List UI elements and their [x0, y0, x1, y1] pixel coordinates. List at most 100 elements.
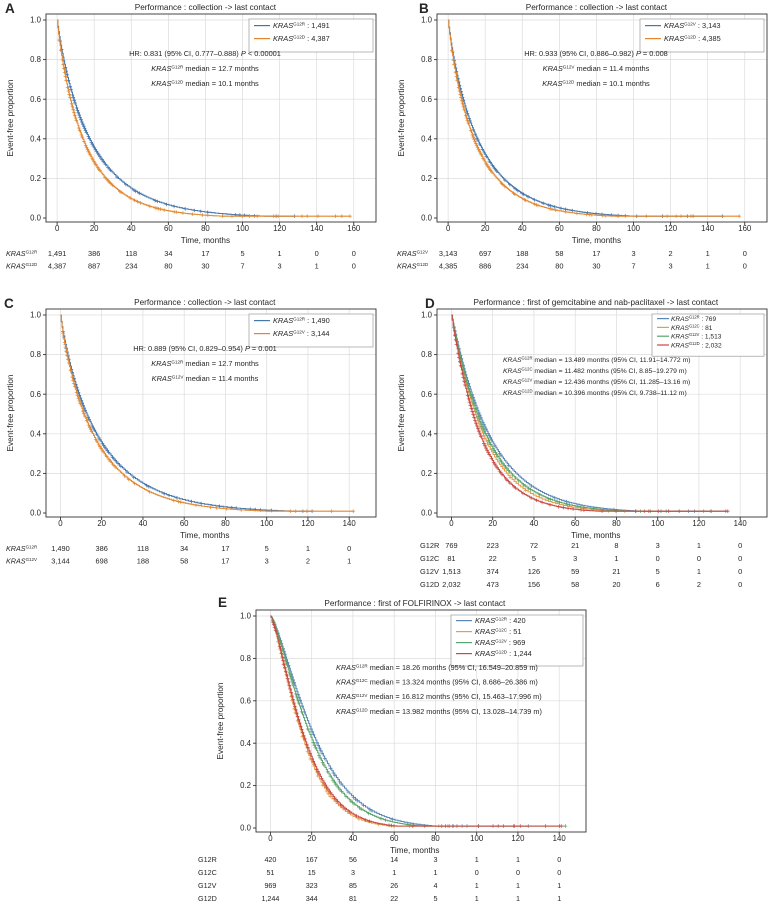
- stats-line: KRASG12D median = 10.396 months (95% CI,…: [503, 389, 687, 397]
- y-tick-label: 0.0: [421, 214, 433, 223]
- censor-marks-kras-g12r: [61, 329, 314, 513]
- risk-count: 188: [516, 249, 528, 258]
- risk-count: 3: [278, 262, 282, 271]
- panel-letter: B: [419, 1, 429, 16]
- risk-count: 17: [221, 557, 229, 566]
- legend-item-label: KRASG12R : 420: [475, 616, 526, 625]
- km-curve-kras-g12v: [448, 19, 723, 217]
- stats-line: HR: 0.831 (95% CI, 0.777–0.888) P < 0.00…: [129, 49, 281, 58]
- risk-count: 698: [96, 557, 108, 566]
- risk-count: 30: [592, 262, 600, 271]
- risk-count: 1: [306, 544, 310, 553]
- risk-count: 17: [201, 249, 209, 258]
- y-tick-label: 0.4: [421, 134, 433, 143]
- risk-count: 3: [631, 249, 635, 258]
- risk-count: 156: [528, 580, 540, 589]
- y-tick-label: 0.2: [240, 781, 251, 790]
- y-tick-label: 1.0: [30, 16, 42, 25]
- panel-e-chart: E Performance : first of FOLFIRINOX -> la…: [198, 595, 587, 903]
- risk-count: 386: [88, 249, 100, 258]
- x-tick-label: 80: [431, 834, 440, 843]
- censor-marks-kras-g12d: [271, 620, 564, 828]
- legend-item-label: KRASG12R : 769: [671, 315, 716, 323]
- risk-count: 85: [349, 881, 357, 890]
- risk-count: 0: [352, 262, 356, 271]
- y-tick-label: 0.8: [240, 654, 251, 663]
- risk-count: 58: [571, 580, 579, 589]
- legend: KRASG12R : 420 KRASG12C : 51 KRASG12V : 96…: [450, 614, 584, 667]
- risk-row-label: G12V: [420, 567, 439, 576]
- legend-item-label: KRASG12D : 4,385: [664, 34, 721, 43]
- risk-count: 1: [516, 894, 520, 903]
- risk-count: 0: [738, 567, 742, 576]
- y-tick-label: 0.6: [421, 390, 432, 399]
- stats-annotations: HR: 0.831 (95% CI, 0.777–0.888) P < 0.00…: [129, 49, 281, 88]
- risk-count: 1: [392, 868, 396, 877]
- risk-count: 51: [266, 868, 274, 877]
- y-tick-label: 0.4: [30, 134, 42, 143]
- risk-count: 7: [631, 262, 635, 271]
- risk-count: 188: [137, 557, 149, 566]
- panel-letter: D: [425, 296, 435, 311]
- y-tick-label: 0.0: [30, 214, 42, 223]
- km-curve-kras-g12r: [270, 615, 529, 827]
- y-axis-label: Event-free proportion: [216, 682, 225, 759]
- x-axis-label: Time, months: [571, 531, 620, 540]
- risk-count: 22: [489, 554, 497, 563]
- x-tick-label: 100: [470, 834, 484, 843]
- axes: [43, 308, 377, 520]
- y-tick-label: 0.6: [30, 95, 41, 104]
- km-curves: [270, 615, 568, 828]
- risk-count: 0: [557, 868, 561, 877]
- risk-count: 58: [555, 249, 563, 258]
- chart-title: Performance : collection -> last contact: [135, 3, 277, 12]
- y-tick-label: 0.0: [30, 509, 42, 518]
- risk-count: 1: [475, 855, 479, 864]
- y-tick-label: 0.8: [421, 350, 432, 359]
- risk-count: 5: [433, 894, 437, 903]
- y-tick-label: 0.6: [240, 696, 251, 705]
- x-tick-label: 80: [592, 224, 601, 233]
- risk-count: 0: [347, 544, 351, 553]
- y-tick-label: 0.6: [30, 390, 41, 399]
- panel-c: C Performance : collection -> last contac…: [0, 295, 391, 594]
- risk-count: 0: [352, 249, 356, 258]
- y-tick-label: 0.8: [30, 350, 41, 359]
- risk-count: 118: [125, 249, 137, 258]
- stats-line: KRASG12V median = 16.812 months (95% CI,…: [336, 692, 542, 701]
- x-axis-label: Time, months: [180, 531, 229, 540]
- panel-d-chart: D Performance : first of gemcitabine and …: [397, 296, 768, 589]
- risk-count: 21: [571, 541, 579, 550]
- x-axis-label: Time, months: [390, 846, 439, 855]
- risk-count: 8: [614, 541, 618, 550]
- risk-count: 886: [479, 262, 491, 271]
- stats-line: KRASG12D median = 10.1 months: [151, 79, 259, 88]
- legend: KRASG12R : 1,491 KRASG12D : 4,387: [248, 18, 374, 53]
- x-tick-label: 60: [555, 224, 564, 233]
- stats-line: KRASG12R median = 18.26 months (95% CI, …: [336, 663, 538, 672]
- figure-row-3: E Performance : first of FOLFIRINOX -> la…: [0, 594, 782, 904]
- risk-count: 0: [743, 262, 747, 271]
- x-tick-label: 0: [55, 224, 60, 233]
- panel-letter: C: [4, 296, 14, 311]
- x-tick-label: 120: [273, 224, 287, 233]
- risk-row-label: KRASG12V: [6, 557, 37, 566]
- risk-count: 0: [656, 554, 660, 563]
- x-tick-label: 80: [221, 519, 230, 528]
- axes: [434, 308, 768, 520]
- km-curves: [448, 19, 741, 218]
- risk-count: 1: [557, 894, 561, 903]
- risk-count: 1,244: [261, 894, 279, 903]
- x-tick-label: 60: [571, 519, 580, 528]
- y-tick-label: 1.0: [240, 612, 252, 621]
- x-tick-label: 20: [97, 519, 106, 528]
- x-tick-label: 140: [553, 834, 567, 843]
- panel-letter: E: [218, 595, 227, 610]
- x-tick-label: 20: [488, 519, 497, 528]
- risk-count: 234: [125, 262, 137, 271]
- risk-count: 1: [706, 262, 710, 271]
- risk-count: 6: [656, 580, 660, 589]
